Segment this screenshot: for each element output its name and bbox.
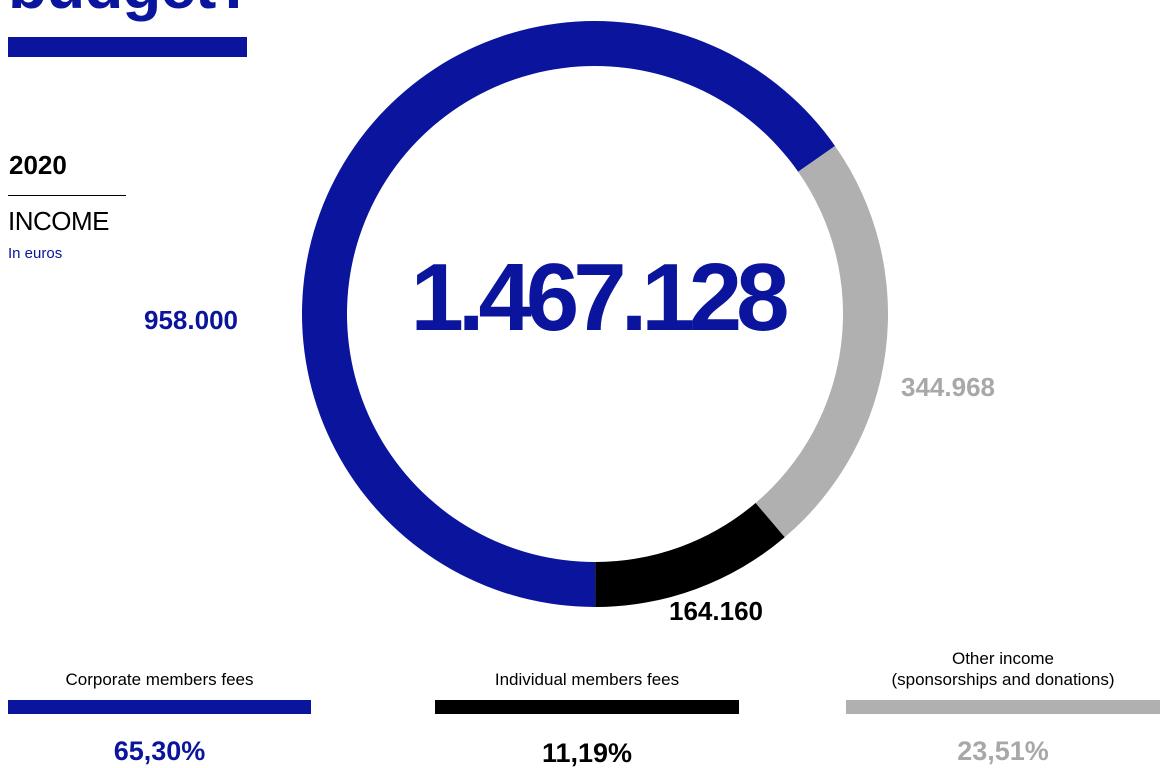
unit-label: In euros — [8, 245, 63, 262]
year-divider — [8, 195, 126, 196]
slice-value-corporate: 958.000 — [144, 305, 238, 335]
legend-label-other: Other income (sponsorships and donations… — [891, 648, 1115, 689]
total-value: 1.467.128 — [410, 244, 789, 351]
legend-bar-other — [846, 700, 1160, 714]
title-underline — [8, 37, 247, 57]
legend-percent-individual: 11,19% — [541, 738, 633, 768]
legend-item-corporate: Corporate members fees — [8, 640, 311, 700]
legend-percent-corporate: 65,30% — [113, 736, 206, 766]
legend-label-individual: Individual members fees — [494, 669, 680, 689]
donut-slice-other — [755, 145, 888, 538]
slice-value-individual: 164.160 — [669, 596, 763, 626]
legend-bar-corporate — [8, 700, 311, 714]
slice-value-other: 344.968 — [901, 372, 995, 402]
donut-slice-individual — [595, 502, 785, 607]
legend-percent-other: 23,51% — [957, 736, 1049, 766]
year-label: 2020 — [9, 150, 67, 180]
legend-bar-individual — [435, 700, 739, 714]
legend-item-other: Other income (sponsorships and donations… — [846, 640, 1160, 700]
legend-item-individual: Individual members fees — [435, 640, 739, 700]
legend-label-corporate: Corporate members fees — [65, 669, 254, 689]
section-label: INCOME — [8, 206, 110, 236]
page-title: budget? — [8, 0, 254, 18]
